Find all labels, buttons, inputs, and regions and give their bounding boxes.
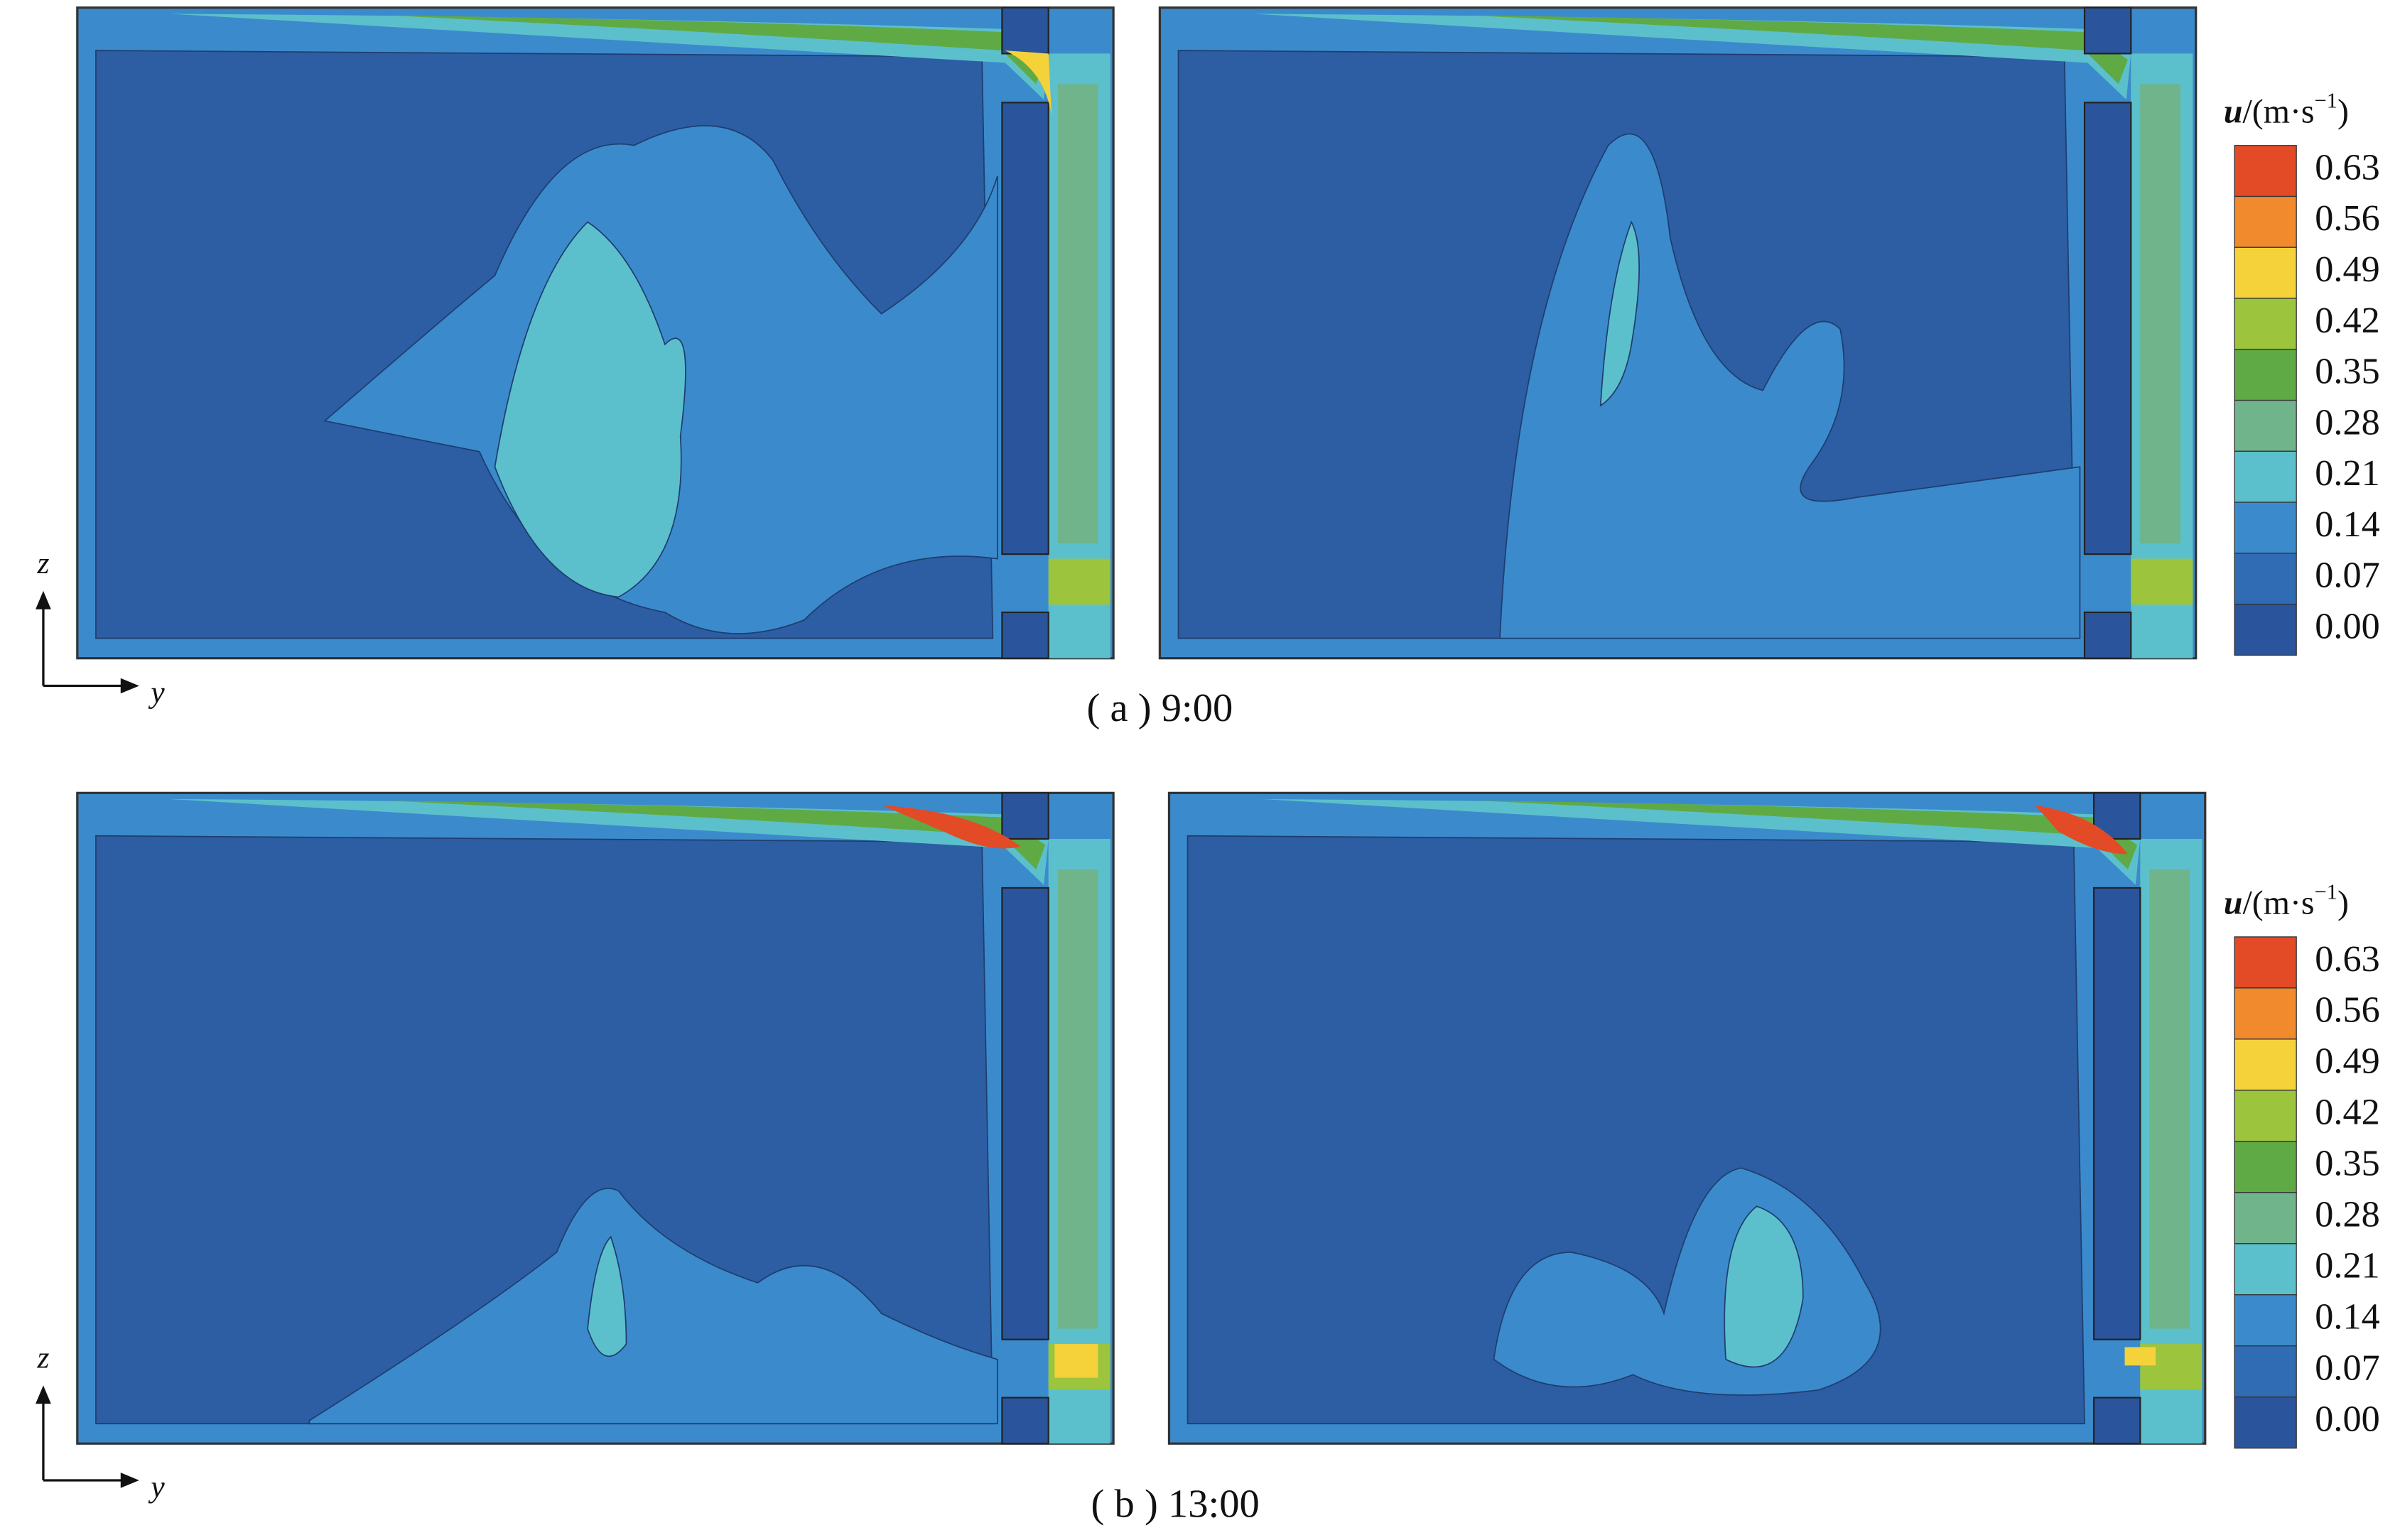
colorbar-swatch [2234,603,2297,656]
colorbar-swatch [2234,553,2297,605]
colorbar-label: 0.07 [2315,1348,2379,1389]
arrow-head [120,1473,139,1488]
colorbar-swatch [2234,145,2297,197]
colorbar-title: u/(m·s−1) [2224,88,2349,130]
title-close: ) [2337,94,2349,131]
colorbar-label: 0.28 [2315,403,2379,443]
colorbar-label: 0.00 [2315,1399,2379,1440]
colorbar-label: 0.21 [2315,1246,2379,1286]
arrow-head [36,1385,51,1404]
axis-label-y: y [148,675,165,709]
title-unit: /(m·s [2243,94,2315,131]
colorbar-label: 0.42 [2315,1092,2379,1133]
colorbar-swatch [2234,1192,2297,1245]
panel-caption: ( b ) 13:00 [1091,1482,1260,1527]
colorbar-label: 0.63 [2315,939,2379,980]
arrow-head [36,590,51,609]
arrow-head [120,678,139,694]
colorbar-swatch [2234,246,2297,299]
colorbar-swatch [2234,1345,2297,1398]
colorbar-swatch [2234,501,2297,554]
colorbar-label: 0.07 [2315,555,2379,596]
colorbar-swatch [2234,1243,2297,1296]
colorbar-label: 0.14 [2315,1297,2379,1338]
title-exponent: −1 [2315,88,2337,112]
title-close: ) [2337,885,2349,922]
contour-panel [76,791,1115,1445]
colorbar-swatch [2234,195,2297,248]
colorbar-label: 0.63 [2315,148,2379,188]
title-exponent: −1 [2315,880,2337,904]
colorbar-swatch [2234,298,2297,350]
contour-panel [1167,791,2207,1445]
colorbar-swatch [2234,1294,2297,1347]
colorbar-swatch [2234,936,2297,989]
contour-panel [1158,6,2198,660]
colorbar-label: 0.42 [2315,300,2379,341]
colorbar-swatch [2234,349,2297,401]
axis-label-y: y [148,1470,165,1504]
colorbar-label: 0.35 [2315,352,2379,392]
colorbar-label: 0.21 [2315,453,2379,494]
axis-label-z: z [36,1341,49,1375]
panel-caption: ( a ) 9:00 [1087,686,1233,730]
title-symbol: u [2224,885,2243,922]
axis-label-z: z [36,546,49,580]
colorbar-label: 0.49 [2315,249,2379,290]
colorbar-label: 0.49 [2315,1041,2379,1082]
colorbar-swatch [2234,399,2297,452]
title-symbol: u [2224,94,2243,131]
colorbar-swatch [2234,450,2297,503]
colorbar-label: 0.28 [2315,1195,2379,1235]
contour-panel [76,6,1115,660]
colorbar-label: 0.35 [2315,1144,2379,1184]
colorbar-label: 0.56 [2315,990,2379,1031]
colorbar-swatch [2234,1141,2297,1193]
colorbar-swatch [2234,987,2297,1040]
colorbar-swatch [2234,1039,2297,1091]
colorbar-label: 0.56 [2315,198,2379,239]
colorbar-title: u/(m·s−1) [2224,880,2349,922]
colorbar-swatch [2234,1090,2297,1142]
colorbar-label: 0.00 [2315,607,2379,647]
title-unit: /(m·s [2243,885,2315,922]
colorbar-swatch [2234,1397,2297,1449]
colorbar-label: 0.14 [2315,504,2379,545]
